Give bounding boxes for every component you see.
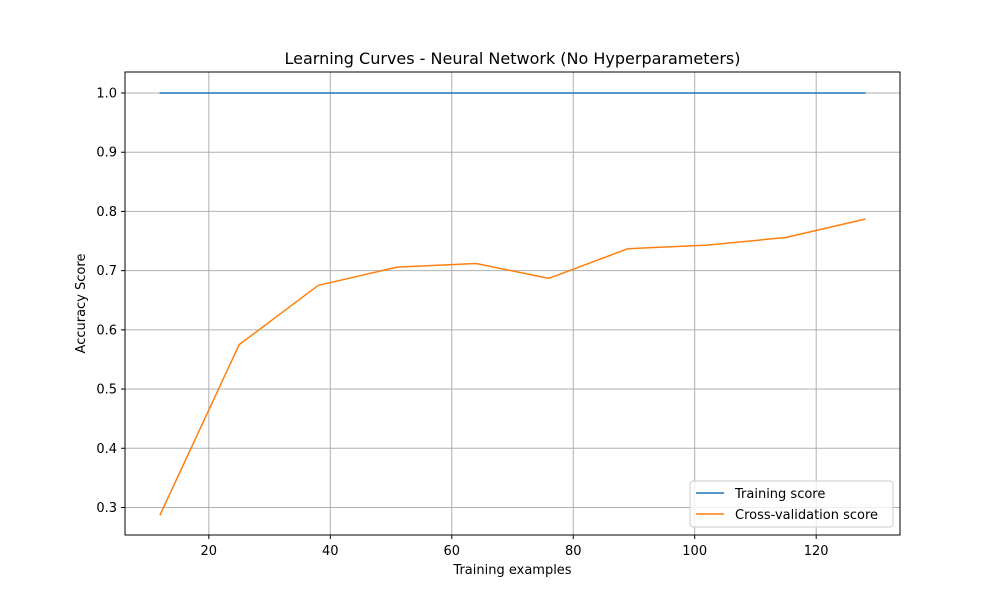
- grid: [125, 72, 900, 535]
- y-tick-label: 0.5: [96, 383, 117, 398]
- plot-frame: [125, 72, 900, 535]
- y-tick-label: 0.7: [96, 264, 117, 279]
- x-tick-label: 40: [322, 544, 339, 559]
- series-line-cross-validation: [160, 219, 865, 514]
- y-tick-label: 1.0: [96, 87, 117, 102]
- x-tick-label: 100: [682, 544, 707, 559]
- y-tick-label: 0.4: [96, 442, 117, 457]
- legend-label-training: Training score: [734, 487, 825, 502]
- y-tick-label: 0.3: [96, 501, 117, 516]
- x-axis-label: Training examples: [452, 563, 571, 578]
- y-tick-label: 0.6: [96, 323, 117, 338]
- x-tick-label: 60: [443, 544, 460, 559]
- y-tick-label: 0.8: [96, 205, 117, 220]
- series-lines: [160, 93, 865, 515]
- legend: Training score Cross-validation score: [690, 481, 893, 527]
- y-tick-label: 0.9: [96, 146, 117, 161]
- x-tick-label: 20: [201, 544, 218, 559]
- x-tick-label: 120: [804, 544, 829, 559]
- legend-label-cross-validation: Cross-validation score: [735, 508, 878, 523]
- y-axis-label: Accuracy Score: [74, 254, 89, 354]
- chart-title: Learning Curves - Neural Network (No Hyp…: [285, 49, 741, 68]
- x-tick-label: 80: [565, 544, 582, 559]
